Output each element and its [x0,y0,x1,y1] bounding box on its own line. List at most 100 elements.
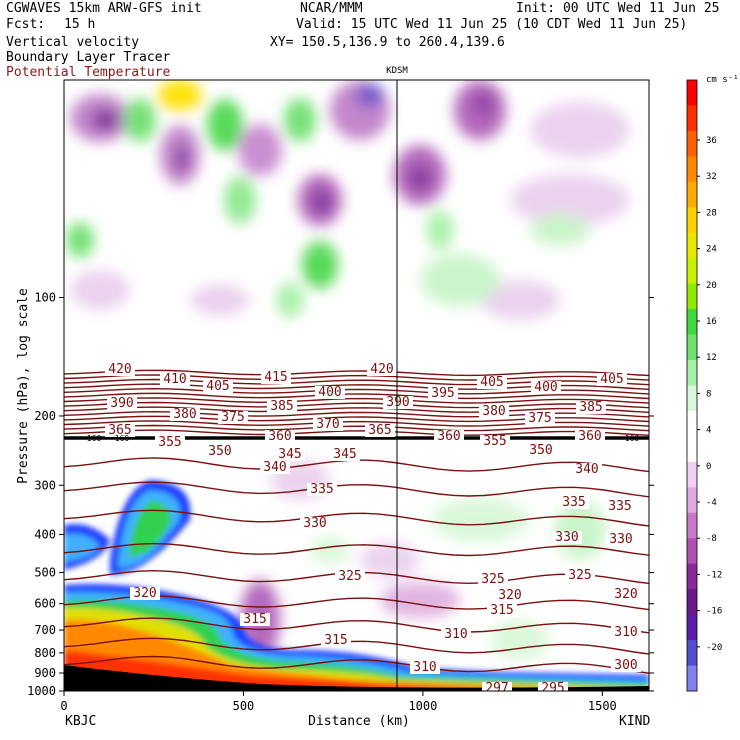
theta-label-bg [315,386,345,399]
theta-label-bg [487,604,517,617]
colorbar-swatch [687,589,697,616]
x-tick-label: 1000 [408,699,437,713]
theta-label: 320 [133,586,156,601]
x-tick-label: 500 [233,699,255,713]
theta-isentrope [64,429,649,436]
theta-label: 405 [480,375,503,390]
theta-label-bg [482,682,512,691]
theta-label-bg [160,373,190,386]
theta-label: 405 [206,379,229,394]
theta-label: 420 [370,362,393,377]
theta-label-bg [218,411,248,424]
theta-label: 370 [316,417,339,432]
theta-label: 315 [324,633,347,648]
theta-label: 395 [431,386,454,401]
x-tick-label: 1500 [588,699,617,713]
theta-label: 360 [268,429,291,444]
theta-label: 310 [614,625,637,640]
tropopause-label: 160 [625,434,640,443]
theta-label-bg [495,589,525,602]
theta-label: 340 [575,462,598,477]
x-tick-label: 0 [60,699,67,713]
theta-label-bg [260,461,290,474]
colorbar-swatch [687,258,697,285]
colorbar-tick-label: -12 [706,570,722,580]
theta-isentrope [64,406,649,413]
theta-label-bg [130,587,160,600]
theta-label: 345 [333,447,356,462]
theta-label-bg [321,634,351,647]
theta-label: 310 [413,660,436,675]
colorbar-swatch [687,385,697,412]
theta-label-bg [105,363,135,376]
theta-label: 315 [243,612,266,627]
theta-label: 330 [609,532,632,547]
tropopause-label: 160 [115,434,130,443]
theta-label-bg [479,405,509,418]
theta-label: 340 [263,460,286,475]
theta-label-bg [525,412,555,425]
theta-label: 295 [541,681,564,696]
theta-isentrope [64,424,649,432]
theta-label: 410 [163,372,186,387]
colorbar-swatch [687,105,697,132]
theta-label: 385 [270,399,293,414]
theta-isentrope [64,392,649,400]
colorbar-swatch [687,436,697,463]
theta-label-bg [538,682,568,691]
theta-label: 390 [110,396,133,411]
theta-label: 360 [578,429,601,444]
theta-label-bg [170,408,200,421]
theta-label-bg [434,430,464,443]
theta-label: 335 [310,482,333,497]
theta-label-bg [105,424,135,437]
theta-label: 330 [555,530,578,545]
theta-label: 380 [482,404,505,419]
y-tick-label: 600 [34,597,56,611]
station-right-label: KIND [619,714,650,729]
init-time: Init: 00 UTC Wed 11 Jun 25 [516,1,720,16]
theta-label: 300 [614,658,637,673]
theta-label-bg [367,363,397,376]
colorbar-swatch [687,309,697,336]
y-tick-label: 900 [34,666,56,680]
theta-label: 380 [173,407,196,422]
theta-label: 310 [444,627,467,642]
theta-label-bg [575,430,605,443]
colorbar-swatch [687,512,697,539]
colorbar-tick-label: 28 [706,208,717,218]
theta-label: 325 [568,568,591,583]
y-tick-label: 200 [34,409,56,423]
field-potential-temperature: Potential Temperature [6,65,171,80]
theta-label: 415 [264,370,287,385]
station-left-label: KBJC [65,714,96,729]
model-title: CGWAVES 15km ARW-GFS init [6,1,202,16]
colorbar-swatch [687,614,697,641]
kdsm-label: KDSM [386,66,408,76]
theta-label-bg [365,424,395,437]
theta-label-bg [330,448,360,461]
colorbar-tick-label: -20 [706,643,722,653]
theta-label: 320 [498,588,521,603]
forecast-label: Fcst: [6,17,46,32]
y-tick-label: 1000 [27,684,56,698]
theta-label-bg [605,500,635,513]
boundary-layer-plume [64,480,649,691]
theta-label-bg [477,376,507,389]
theta-label-bg [606,533,636,546]
theta-label: 355 [483,434,506,449]
theta-label: 385 [579,400,602,415]
theta-label-bg [611,588,641,601]
theta-label-bg [565,569,595,582]
colorbar-tick-label: 24 [706,245,717,255]
theta-label: 405 [600,372,623,387]
theta-label: 330 [303,516,326,531]
valid-time: Valid: 15 UTC Wed 11 Jun 25 (10 CDT Wed … [296,17,688,32]
colorbar-swatch [687,80,697,106]
theta-label-bg [267,400,297,413]
theta-label: 350 [529,443,552,458]
colorbar-tick-label: -8 [706,534,717,544]
theta-label-bg [261,371,291,384]
theta-label: 355 [158,435,181,450]
